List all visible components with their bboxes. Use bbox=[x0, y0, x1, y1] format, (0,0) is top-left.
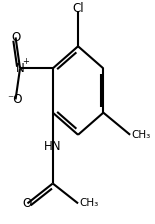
Text: CH₃: CH₃ bbox=[80, 198, 99, 208]
Text: O: O bbox=[11, 31, 20, 44]
Text: CH₃: CH₃ bbox=[132, 130, 151, 140]
Text: Cl: Cl bbox=[72, 2, 84, 15]
Text: ⁻O: ⁻O bbox=[7, 93, 23, 106]
Text: HN: HN bbox=[44, 140, 62, 153]
Text: N: N bbox=[16, 62, 24, 75]
Text: O: O bbox=[23, 197, 32, 210]
Text: +: + bbox=[22, 57, 29, 66]
